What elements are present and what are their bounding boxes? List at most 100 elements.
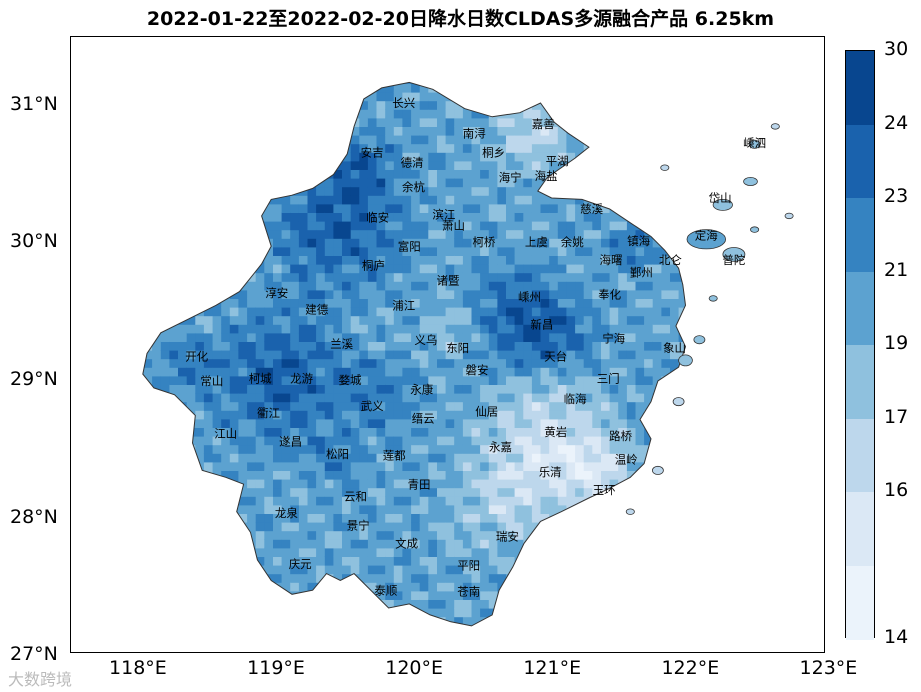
fill-cell <box>307 126 317 136</box>
fill-cell <box>255 160 265 170</box>
fill-cell <box>178 246 188 256</box>
fill-cell <box>652 582 662 592</box>
fill-cell <box>393 307 403 317</box>
fill-cell <box>557 487 567 497</box>
fill-cell <box>549 358 559 368</box>
fill-cell <box>462 178 473 188</box>
city-label: 永康 <box>410 382 433 396</box>
fill-cell <box>273 135 283 145</box>
fill-cell <box>687 393 696 402</box>
fill-cell <box>359 496 369 506</box>
fill-cell <box>290 229 300 239</box>
fill-cell <box>497 238 507 248</box>
fill-cell <box>273 195 283 205</box>
fill-cell <box>454 350 464 360</box>
fill-cell <box>142 496 145 506</box>
fill-cell <box>670 436 680 446</box>
fill-cell <box>402 143 412 153</box>
fill-cell <box>428 436 438 446</box>
fill-cell <box>169 461 179 471</box>
fill-cell <box>212 608 222 618</box>
fill-cell <box>333 634 342 643</box>
fill-cell <box>273 126 283 136</box>
fill-cell <box>203 556 214 566</box>
fill-cell <box>142 367 145 377</box>
fill-cell <box>160 453 170 463</box>
city-label: 富阳 <box>398 239 421 253</box>
fill-cell <box>264 496 274 506</box>
fill-cell <box>350 82 360 84</box>
fill-cell <box>290 582 300 592</box>
fill-cell <box>402 410 412 420</box>
fill-cell <box>142 461 145 471</box>
fill-cell <box>316 289 326 299</box>
fill-cell <box>626 539 637 549</box>
fill-cell <box>203 625 214 626</box>
fill-cell <box>462 565 473 575</box>
fill-cell <box>160 427 170 437</box>
fill-cell <box>290 496 300 506</box>
fill-cell <box>488 530 498 540</box>
fill-cell <box>523 281 533 291</box>
fill-cell <box>583 358 593 368</box>
fill-cell <box>480 608 490 618</box>
fill-cell <box>705 264 714 273</box>
fill-cell <box>367 117 378 127</box>
fill-cell <box>316 169 326 179</box>
fill-cell <box>497 358 507 368</box>
fill-cell <box>497 92 507 102</box>
fill-cell <box>178 117 188 127</box>
fill-cell <box>264 350 274 360</box>
fill-cell <box>454 281 464 291</box>
fill-cell <box>333 298 343 308</box>
fill-cell <box>445 341 455 351</box>
fill-cell <box>160 255 170 265</box>
colorbar-segment <box>846 51 874 125</box>
fill-cell <box>178 264 188 274</box>
fill-cell <box>652 272 662 282</box>
fill-cell <box>255 135 265 145</box>
fill-cell <box>142 401 145 411</box>
fill-cell <box>281 264 291 274</box>
fill-cell <box>445 324 455 334</box>
fill-cell <box>316 530 326 540</box>
fill-cell <box>480 341 490 351</box>
fill-cell <box>350 625 360 626</box>
fill-cell <box>583 272 593 282</box>
fill-cell <box>290 590 300 600</box>
fill-cell <box>678 117 686 127</box>
fill-cell <box>454 315 464 325</box>
fill-cell <box>437 178 447 188</box>
fill-cell <box>377 634 386 643</box>
fill-cell <box>255 504 265 514</box>
fill-cell <box>367 332 378 342</box>
fill-cell <box>411 238 421 248</box>
fill-cell <box>238 539 248 549</box>
fill-cell <box>652 479 662 489</box>
fill-cell <box>411 83 421 93</box>
fill-cell <box>368 634 377 643</box>
fill-cell <box>273 203 283 213</box>
fill-cell <box>488 92 498 102</box>
fill-cell <box>601 367 611 377</box>
fill-cell <box>342 229 352 239</box>
fill-cell <box>290 221 300 231</box>
fill-cell <box>264 169 274 179</box>
fill-cell <box>307 582 317 592</box>
fill-cell <box>324 83 334 93</box>
fill-cell <box>670 444 680 454</box>
fill-cell <box>307 616 317 626</box>
fill-cell <box>255 384 265 394</box>
fill-cell <box>661 530 671 540</box>
fill-cell <box>618 315 628 325</box>
fill-cell <box>635 418 645 428</box>
fill-cell <box>402 496 412 506</box>
fill-cell <box>445 444 455 454</box>
fill-cell <box>644 573 654 583</box>
fill-cell <box>333 513 343 523</box>
fill-cell <box>195 100 205 110</box>
fill-cell <box>626 298 637 308</box>
fill-cell <box>290 298 300 308</box>
fill-cell <box>514 582 524 592</box>
fill-cell <box>601 160 611 170</box>
